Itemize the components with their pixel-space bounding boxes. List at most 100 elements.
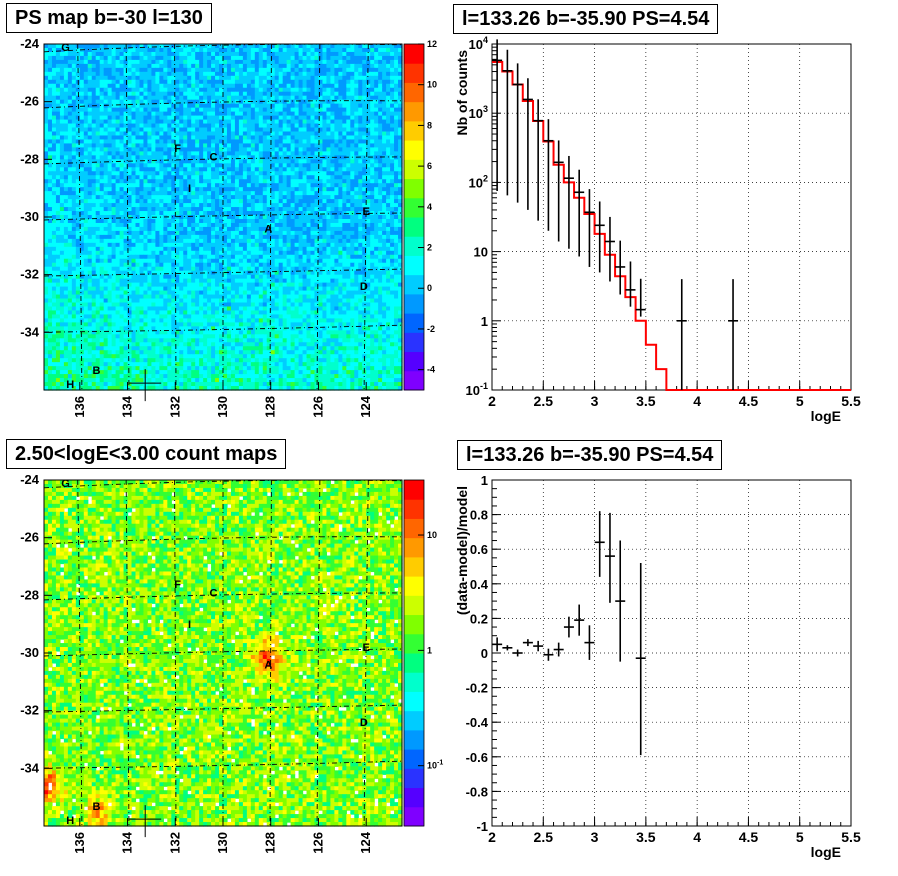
map-cell [338, 123, 343, 129]
map-cell [370, 234, 375, 240]
map-cell [234, 51, 240, 57]
map-cell [67, 250, 73, 256]
map-cell [302, 215, 308, 220]
map-cell [262, 238, 268, 244]
map-cell [139, 159, 145, 164]
map-cell [254, 242, 260, 248]
map-cell [242, 123, 248, 129]
map-cell [274, 234, 280, 240]
map-cell [266, 218, 272, 224]
map-cell [298, 91, 304, 97]
map-cell [246, 254, 252, 260]
map-cell [230, 103, 236, 109]
map-cell [107, 67, 113, 73]
map-cell [334, 79, 339, 85]
map-cell [270, 55, 276, 61]
map-cell [211, 250, 216, 256]
map-cell [286, 103, 292, 109]
map-cell [342, 107, 347, 113]
map-cell [44, 179, 49, 184]
map-cell [147, 139, 152, 145]
map-cell [131, 127, 137, 133]
map-cell [147, 171, 152, 176]
map-cell [147, 75, 152, 81]
map-cell [290, 95, 296, 101]
map-cell [223, 175, 228, 180]
map-cell [55, 222, 61, 228]
map-cell [314, 203, 320, 208]
map-cell [338, 44, 343, 49]
map-cell [103, 51, 109, 57]
map-cell [155, 238, 160, 244]
map-cell [147, 79, 152, 85]
map-cell [55, 167, 61, 172]
map-cell [151, 246, 156, 252]
map-cell [342, 246, 347, 252]
map-cell [99, 238, 105, 244]
map-cell [155, 199, 160, 204]
map-cell [107, 63, 113, 69]
map-cell [191, 127, 196, 133]
map-cell [370, 159, 375, 164]
map-cell [382, 171, 387, 176]
map-cell [167, 79, 172, 85]
map-cell [79, 262, 85, 268]
map-cell [59, 155, 65, 160]
map-cell [362, 63, 367, 69]
map-cell [258, 183, 264, 188]
map-cell [107, 147, 113, 152]
map-cell [87, 44, 93, 49]
map-cell [71, 163, 77, 168]
map-cell [366, 91, 371, 97]
map-cell [362, 187, 367, 192]
map-cell [115, 135, 121, 141]
map-cell [294, 79, 300, 85]
map-cell [334, 143, 339, 149]
map-cell [366, 187, 371, 192]
map-cell [362, 195, 367, 200]
map-cell [398, 59, 403, 65]
map-cell [139, 147, 145, 152]
map-cell [55, 51, 61, 57]
map-cell [250, 91, 256, 97]
map-cell [107, 59, 113, 65]
map-cell [51, 59, 57, 65]
map-cell [191, 87, 196, 93]
map-cell [179, 171, 184, 176]
map-cell [286, 163, 292, 168]
map-cell [79, 131, 85, 137]
map-cell [350, 234, 355, 240]
map-cell [362, 191, 367, 196]
map-cell [75, 230, 81, 236]
map-cell [246, 71, 252, 77]
map-cell [278, 127, 284, 133]
map-cell [382, 63, 387, 69]
map-cell [318, 107, 324, 113]
map-cell [398, 95, 403, 101]
map-cell [254, 238, 260, 244]
map-cell [175, 155, 180, 160]
map-cell [91, 183, 97, 188]
map-cell [318, 250, 324, 256]
map-cell [127, 51, 133, 57]
map-cell [91, 127, 97, 133]
map-cell [79, 151, 85, 156]
map-cell [179, 91, 184, 97]
map-cell [326, 135, 331, 141]
map-cell [294, 203, 300, 208]
map-cell [215, 79, 220, 85]
map-cell [398, 222, 403, 228]
map-cell [143, 207, 149, 212]
map-cell [326, 199, 331, 204]
map-cell [266, 238, 272, 244]
map-cell [107, 99, 113, 105]
map-cell [151, 258, 156, 264]
map-cell [199, 195, 204, 200]
map-cell [155, 195, 160, 200]
map-cell [59, 207, 65, 212]
map-cell [326, 131, 331, 137]
map-cell [175, 127, 180, 133]
map-cell [350, 123, 355, 129]
map-cell [215, 59, 220, 65]
map-cell [266, 167, 272, 172]
